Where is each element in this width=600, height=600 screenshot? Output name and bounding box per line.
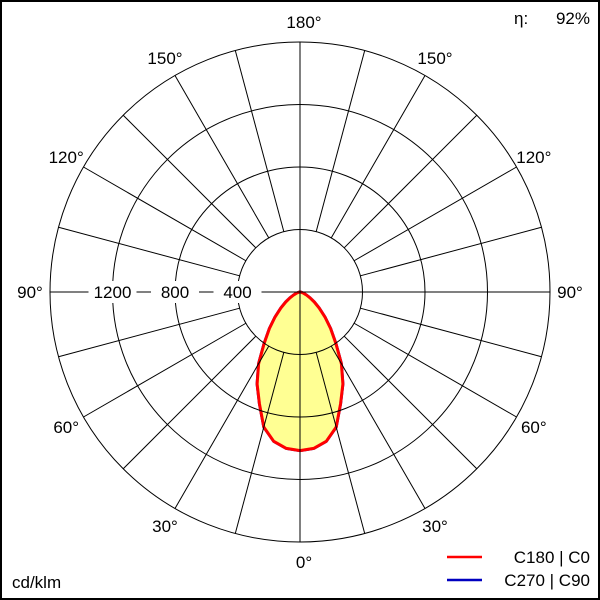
angle-label: 90° <box>17 283 43 302</box>
angle-label: 150° <box>147 49 182 68</box>
angle-label: 150° <box>417 49 452 68</box>
grid-spoke <box>122 335 257 470</box>
efficiency-value: 92% <box>556 9 590 28</box>
grid-spoke <box>315 352 366 534</box>
angle-label: 120° <box>49 148 84 167</box>
angle-label: 60° <box>53 418 79 437</box>
legend-label-c90: C270 | C90 <box>504 571 590 590</box>
angle-label: 60° <box>521 418 547 437</box>
angle-label: 120° <box>516 148 551 167</box>
grid-spoke <box>353 166 517 262</box>
unit-label: cd/klm <box>12 573 61 592</box>
grid-spoke <box>330 75 426 239</box>
angle-label: 0° <box>296 553 312 572</box>
tick-label-bg <box>151 281 199 303</box>
radial-tick-label: 800 <box>161 283 189 302</box>
grid-spoke <box>234 50 285 232</box>
angle-label: 30° <box>422 517 448 536</box>
grid-spoke <box>58 226 240 277</box>
tick-label-bg <box>213 281 262 303</box>
angle-label: 90° <box>557 283 583 302</box>
grid-spoke <box>174 75 270 239</box>
grid-spoke <box>315 50 366 232</box>
efficiency-symbol: η: <box>514 9 528 28</box>
grid-spoke <box>122 114 257 249</box>
grid-spoke <box>83 322 247 418</box>
radial-tick-label: 400 <box>223 283 251 302</box>
grid-spoke <box>343 114 478 249</box>
radial-tick-label: 1200 <box>94 283 132 302</box>
grid-spoke <box>174 345 270 509</box>
grid-spoke <box>330 345 426 509</box>
angle-label: 180° <box>286 13 321 32</box>
grid-spoke <box>234 352 285 534</box>
tick-label-bg <box>88 281 137 303</box>
grid-spoke <box>360 307 542 358</box>
legend-label-c0: C180 | C0 <box>514 548 590 567</box>
grid-spoke <box>343 335 478 470</box>
grid-spoke <box>58 307 240 358</box>
grid-spoke <box>353 322 517 418</box>
grid-spoke <box>83 166 247 262</box>
grid-spoke <box>360 226 542 277</box>
angle-label: 30° <box>152 517 178 536</box>
